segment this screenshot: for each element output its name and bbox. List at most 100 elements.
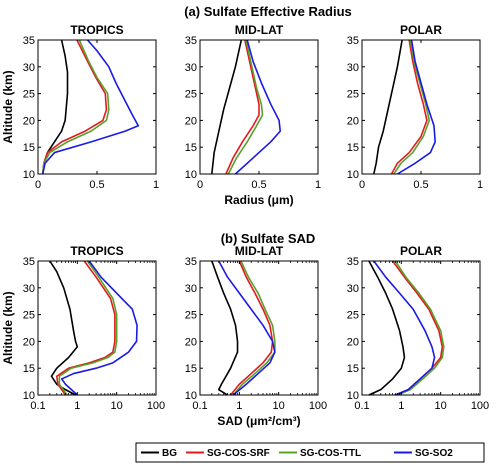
legend-entry-bg: BG <box>141 448 177 459</box>
top-figure-title: (a) Sulfate Effective Radius <box>184 4 352 19</box>
y-tick-label: 10 <box>347 169 359 181</box>
panel-1-mid-lat: MID-LAT 10 15 20 25 30 35 0 0.5 1 Radius (μm) <box>185 23 321 207</box>
y-tick-label: 20 <box>185 115 197 127</box>
x-tick-label: 1 <box>153 179 159 191</box>
series-line-sg-so2 <box>373 260 436 396</box>
y-tick-label: 30 <box>185 283 197 295</box>
y-tick-label: 30 <box>185 62 197 74</box>
series-line-sg-cos-ttl <box>393 39 431 175</box>
y-tick-label: 35 <box>23 256 35 268</box>
panel-4-mid-lat: MID-LAT 10 15 20 25 30 35 0.1 1 10 100 SAD (μm²/cm³… <box>185 244 327 428</box>
x-tick-label: 0 <box>197 179 203 191</box>
x-tick-label: 1 <box>477 179 483 191</box>
plot-frame <box>37 39 157 175</box>
y-tick-label: 25 <box>23 310 35 322</box>
x-tick-label: 10 <box>273 400 285 412</box>
y-tick-label: 15 <box>185 363 197 375</box>
y-tick-label: 35 <box>23 35 35 47</box>
legend-label-sg-cos-ttl: SG-COS-TTL <box>300 448 361 459</box>
series-line-sg-cos-ttl <box>58 260 118 396</box>
y-tick-label: 30 <box>347 62 359 74</box>
plot-frame <box>361 260 481 396</box>
x-tick-label: 0.5 <box>251 179 266 191</box>
y-tick-label: 30 <box>347 283 359 295</box>
y-tick-label: 20 <box>23 336 35 348</box>
panel-title: TROPICS <box>70 23 123 37</box>
panel-title: POLAR <box>400 244 442 258</box>
y-tick-label: 35 <box>185 35 197 47</box>
x-tick-label: 1 <box>74 400 80 412</box>
legend-label-bg: BG <box>162 448 177 459</box>
panel-0-tropics: TROPICS 10 15 20 25 30 35 0 0.5 1 Altitude (km) <box>1 23 159 191</box>
panel-title: MID-LAT <box>235 244 284 258</box>
plot-frame <box>37 260 157 396</box>
y-tick-label: 10 <box>185 169 197 181</box>
y-tick-label: 35 <box>185 256 197 268</box>
x-tick-label: 1 <box>315 179 321 191</box>
series-line-sg-cos-srf <box>225 39 260 175</box>
panel-5-polar: POLAR 10 15 20 25 30 35 0.1 1 10 100 <box>347 244 489 412</box>
x-tick-label: 10 <box>435 400 447 412</box>
y-axis-label: Altitude (km) <box>1 291 15 364</box>
y-tick-label: 15 <box>185 142 197 154</box>
y-tick-label: 25 <box>185 89 197 101</box>
y-tick-label: 20 <box>347 115 359 127</box>
panel-title: MID-LAT <box>235 23 284 37</box>
x-axis-label: SAD (μm²/cm³) <box>217 414 300 428</box>
series-line-sg-cos-srf <box>55 260 116 396</box>
panel-title: POLAR <box>400 23 442 37</box>
x-tick-label: 1 <box>398 400 404 412</box>
x-tick-label: 0.1 <box>30 400 45 412</box>
x-tick-label: 0.1 <box>354 400 369 412</box>
series-line-bg <box>49 260 79 396</box>
series-line-sg-cos-ttl <box>41 39 110 175</box>
y-tick-label: 35 <box>347 35 359 47</box>
y-tick-label: 10 <box>23 390 35 402</box>
x-tick-label: 0 <box>35 179 41 191</box>
series-line-sg-cos-srf <box>390 39 428 175</box>
x-tick-label: 100 <box>309 400 327 412</box>
x-tick-label: 100 <box>147 400 165 412</box>
plot-frame <box>199 260 319 396</box>
y-tick-label: 30 <box>23 62 35 74</box>
y-tick-label: 10 <box>347 390 359 402</box>
legend-entry-sg-cos-ttl: SG-COS-TTL <box>279 448 361 459</box>
series-line-sg-cos-ttl <box>232 260 276 396</box>
legend-entry-sg-so2: SG-SO2 <box>394 448 453 459</box>
x-tick-label: 0.5 <box>89 179 104 191</box>
y-tick-label: 20 <box>185 336 197 348</box>
y-tick-label: 25 <box>185 310 197 322</box>
x-tick-label: 0 <box>359 179 365 191</box>
x-tick-label: 100 <box>471 400 489 412</box>
x-tick-label: 0.5 <box>413 179 428 191</box>
legend-label-sg-cos-srf: SG-COS-SRF <box>207 448 270 459</box>
series-line-sg-cos-srf <box>41 39 108 175</box>
series-line-sg-cos-ttl <box>394 260 445 396</box>
y-tick-label: 10 <box>185 390 197 402</box>
series-line-sg-so2 <box>60 260 138 396</box>
y-tick-label: 15 <box>347 363 359 375</box>
legend-label-sg-so2: SG-SO2 <box>415 448 453 459</box>
x-tick-label: 0.1 <box>192 400 207 412</box>
series-line-bg <box>211 260 239 396</box>
y-tick-label: 15 <box>347 142 359 154</box>
legend: BG SG-COS-SRF SG-COS-TTL SG-SO2 <box>135 442 485 463</box>
y-tick-label: 15 <box>23 142 35 154</box>
series-line-sg-cos-ttl <box>227 39 264 175</box>
y-axis-label: Altitude (km) <box>1 70 15 143</box>
series-line-sg-cos-srf <box>391 260 444 396</box>
y-tick-label: 20 <box>347 336 359 348</box>
legend-box <box>135 442 485 463</box>
plot-frame <box>361 39 481 175</box>
series-line-bg <box>373 39 403 175</box>
series-line-sg-so2 <box>41 39 140 175</box>
y-tick-label: 35 <box>347 256 359 268</box>
panel-title: TROPICS <box>70 244 123 258</box>
x-tick-label: 10 <box>111 400 123 412</box>
y-tick-label: 25 <box>347 310 359 322</box>
x-tick-label: 1 <box>236 400 242 412</box>
series-line-sg-so2 <box>234 39 282 175</box>
series-line-bg <box>368 260 406 396</box>
series-line-bg <box>211 39 243 175</box>
